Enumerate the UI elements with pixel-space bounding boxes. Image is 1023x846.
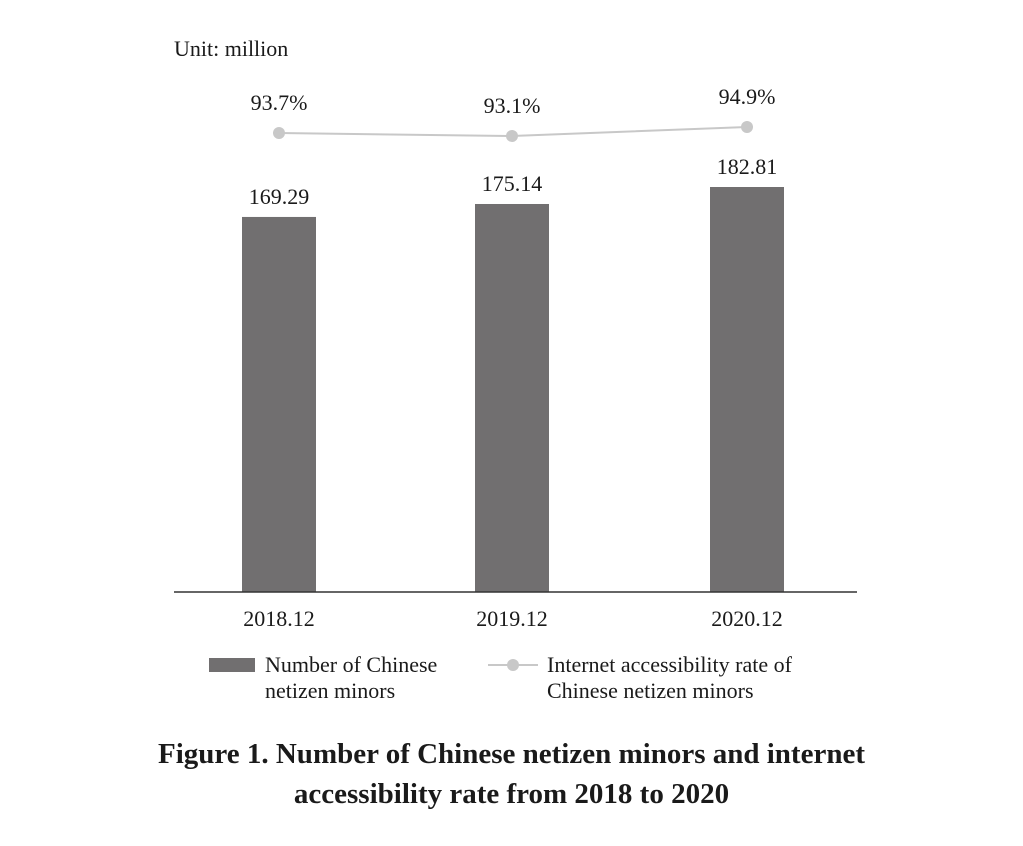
rate-value-label-2020.12: 94.9% [719, 84, 776, 109]
figure-caption-line-1: Figure 1. Number of Chinese netizen mino… [158, 738, 865, 770]
figure-caption: Figure 1. Number of Chinese netizen mino… [0, 734, 1023, 814]
rate-point-2020.12 [741, 121, 753, 133]
legend-line-label-line-1: Internet accessibility rate of [547, 652, 792, 677]
bar-2019.12 [475, 203, 549, 592]
legend-line-label-line-2: Chinese netizen minors [547, 678, 754, 703]
bar-value-label-2020.12: 182.81 [717, 154, 778, 179]
rate-point-2019.12 [506, 130, 518, 142]
x-tick-label-2020.12: 2020.12 [711, 606, 783, 631]
bar-2020.12 [710, 187, 784, 592]
legend-bar-swatch [209, 658, 255, 672]
x-tick-label-2019.12: 2019.12 [476, 606, 548, 631]
legend-bar-label-line-1: Number of Chinese [265, 652, 438, 677]
unit-label: Unit: million [174, 36, 289, 61]
rate-point-2018.12 [273, 127, 285, 139]
legend-bar-label-line-2: netizen minors [265, 678, 396, 703]
bar-value-label-2019.12: 175.14 [482, 171, 543, 196]
rate-value-label-2019.12: 93.1% [484, 93, 541, 118]
bar-2018.12 [242, 216, 316, 593]
x-tick-label-2018.12: 2018.12 [243, 606, 315, 631]
rate-value-label-2018.12: 93.7% [251, 90, 308, 115]
bar-value-label-2018.12: 169.29 [249, 184, 310, 209]
chart-legend: Number of Chinese netizen minors Interne… [0, 652, 1023, 712]
legend-line-swatch [488, 659, 538, 671]
legend-line-label: Internet accessibility rate of Chinese n… [547, 652, 847, 704]
legend-bar-label: Number of Chinese netizen minors [265, 652, 475, 704]
figure-caption-line-2: accessibility rate from 2018 to 2020 [293, 778, 730, 810]
